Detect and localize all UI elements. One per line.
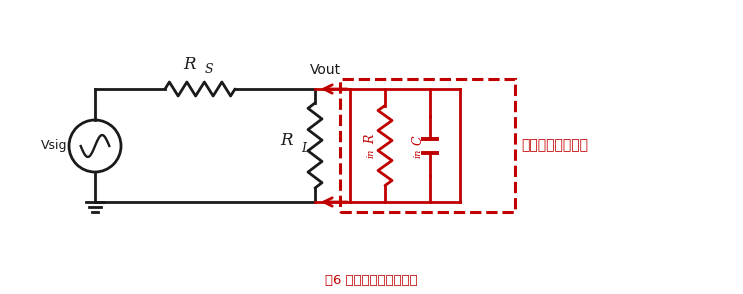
Text: R: R: [365, 135, 377, 144]
Text: R: R: [281, 132, 293, 149]
Text: 测试设备等效模型: 测试设备等效模型: [521, 138, 588, 153]
Text: Vsig: Vsig: [41, 139, 67, 153]
Text: S: S: [205, 63, 214, 76]
Text: R: R: [184, 56, 196, 73]
Text: 图6 探头接入等效示意图: 图6 探头接入等效示意图: [325, 273, 418, 286]
Text: L: L: [301, 142, 309, 155]
Text: Vout: Vout: [310, 63, 341, 77]
Text: in: in: [366, 149, 375, 158]
Text: C: C: [412, 136, 424, 145]
Text: in: in: [414, 149, 423, 158]
Bar: [340, 79, 515, 212]
